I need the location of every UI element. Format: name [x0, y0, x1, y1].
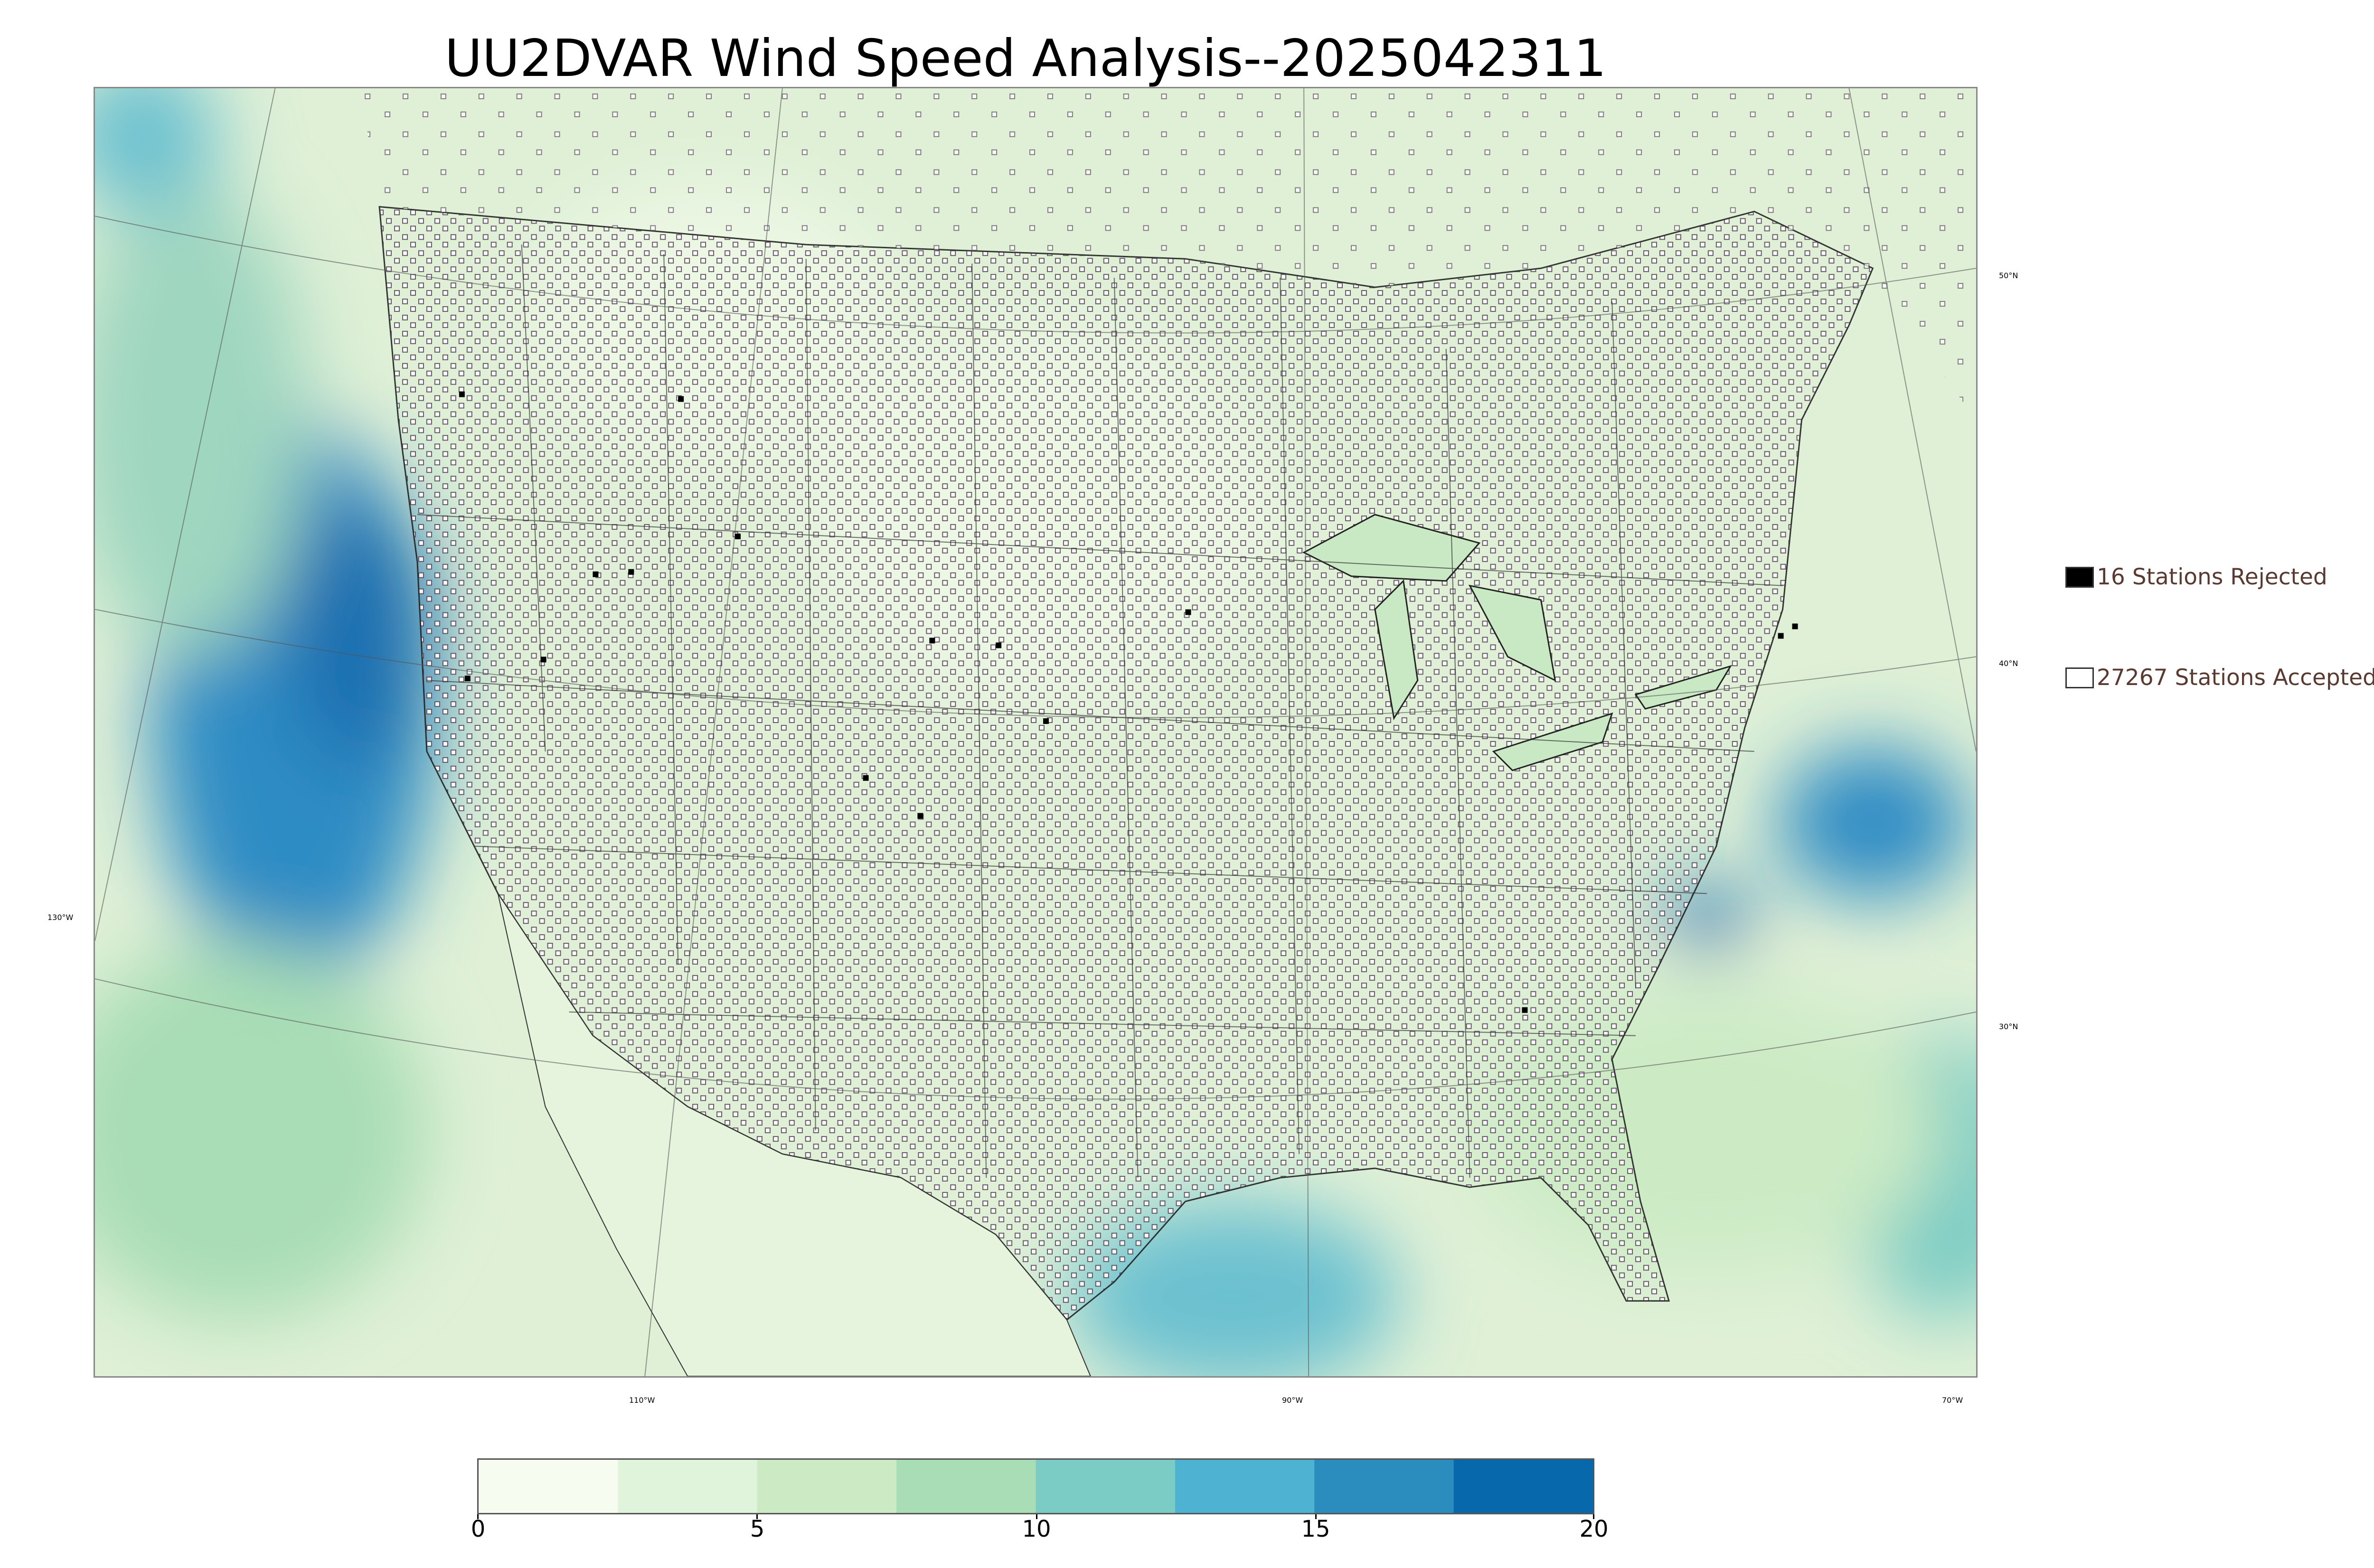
colorbar-band	[618, 1460, 758, 1513]
colorbar-tick	[1315, 1514, 1317, 1519]
legend-accepted: 27267 Stations Accepted	[2065, 665, 2374, 691]
wind-speed-map	[95, 88, 1976, 1376]
rejected-label: 16 Stations Rejected	[2097, 564, 2327, 590]
colorbar-tick-label: 5	[750, 1516, 765, 1542]
colorbar-tick-label: 10	[1022, 1516, 1051, 1542]
colorbar-band	[1175, 1460, 1315, 1513]
legend-rejected: 16 Stations Rejected	[2065, 564, 2327, 590]
colorbar-band	[1036, 1460, 1176, 1513]
longitude-label: 110°W	[629, 1396, 655, 1405]
longitude-label: 70°W	[1942, 1396, 1963, 1405]
colorbar-tick-label: 20	[1579, 1516, 1609, 1542]
colorbar-band	[1314, 1460, 1454, 1513]
colorbar-band	[1453, 1460, 1593, 1513]
accepted-label: 27267 Stations Accepted	[2097, 665, 2374, 691]
longitude-label: 130°W	[47, 913, 74, 922]
colorbar-gradient	[479, 1460, 1593, 1513]
map-title: UU2DVAR Wind Speed Analysis--2025042311	[444, 29, 1607, 88]
colorbar-band	[896, 1460, 1036, 1513]
latitude-label: 40°N	[1999, 659, 2018, 668]
colorbar-tick	[756, 1514, 758, 1519]
colorbar-tick	[1593, 1514, 1594, 1519]
longitude-label: 90°W	[1282, 1396, 1303, 1405]
graticule-lines	[95, 88, 1976, 1376]
wind-speed-colorbar	[477, 1458, 1594, 1514]
colorbar-band	[479, 1460, 619, 1513]
canada-landmass	[360, 88, 1976, 420]
accepted-swatch	[2065, 667, 2094, 688]
mexico-landmass	[497, 893, 1091, 1376]
rejected-swatch	[2065, 566, 2094, 588]
map-panel	[94, 87, 1978, 1378]
latitude-label: 30°N	[1999, 1022, 2018, 1031]
colorbar-band	[757, 1460, 897, 1513]
great-lakes	[1302, 514, 1733, 771]
latitude-label: 50°N	[1999, 271, 2018, 280]
rejected-stations	[459, 391, 1798, 1013]
colorbar-tick	[477, 1514, 479, 1519]
colorbar-tick-label: 0	[471, 1516, 486, 1542]
colorbar-tick	[1036, 1514, 1037, 1519]
colorbar-tick-label: 15	[1301, 1516, 1330, 1542]
